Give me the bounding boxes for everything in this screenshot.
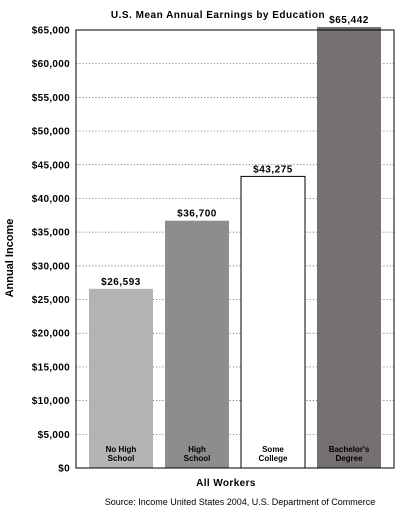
y-tick-label: $10,000 (32, 396, 70, 407)
y-tick-label: $30,000 (32, 261, 70, 272)
category-label: No High (106, 445, 137, 454)
chart-title: U.S. Mean Annual Earnings by Education (111, 10, 325, 21)
category-label: College (259, 454, 288, 463)
bar (89, 288, 153, 468)
category-label: School (184, 454, 211, 463)
data-label: $26,593 (101, 277, 141, 288)
x-axis-label: All Workers (196, 478, 256, 489)
y-tick-label: $45,000 (32, 160, 70, 171)
data-label: $36,700 (177, 209, 217, 220)
y-ticks: $0 $5,000 $10,000 $15,000 $20,000 $25,000 $30,… (32, 26, 70, 475)
y-tick-label: $65,000 (32, 26, 70, 37)
source-note: Source: Income United States 2004, U.S. … (105, 497, 376, 507)
category-label: Bachelor's (329, 445, 370, 454)
y-tick-label: $5,000 (38, 430, 71, 441)
bar (317, 27, 381, 468)
y-tick-label: $40,000 (32, 194, 70, 205)
y-tick-label: $25,000 (32, 295, 70, 306)
category-label: School (108, 454, 135, 463)
y-tick-label: $20,000 (32, 329, 70, 340)
category-label: High (188, 445, 206, 454)
y-tick-label: $15,000 (32, 362, 70, 373)
plot-frame (75, 29, 395, 469)
data-label: $43,275 (253, 164, 293, 175)
category-label: Degree (335, 454, 363, 463)
y-tick-label: $35,000 (32, 228, 70, 239)
y-axis-label: Annual Income (4, 219, 16, 298)
data-label: $65,442 (329, 15, 369, 26)
y-tick-label: $0 (58, 464, 70, 475)
bar (165, 220, 229, 468)
y-tick-label: $50,000 (32, 127, 70, 138)
category-label: Some (262, 445, 284, 454)
bar (240, 175, 306, 469)
y-tick-label: $55,000 (32, 93, 70, 104)
y-tick-label: $60,000 (32, 59, 70, 70)
